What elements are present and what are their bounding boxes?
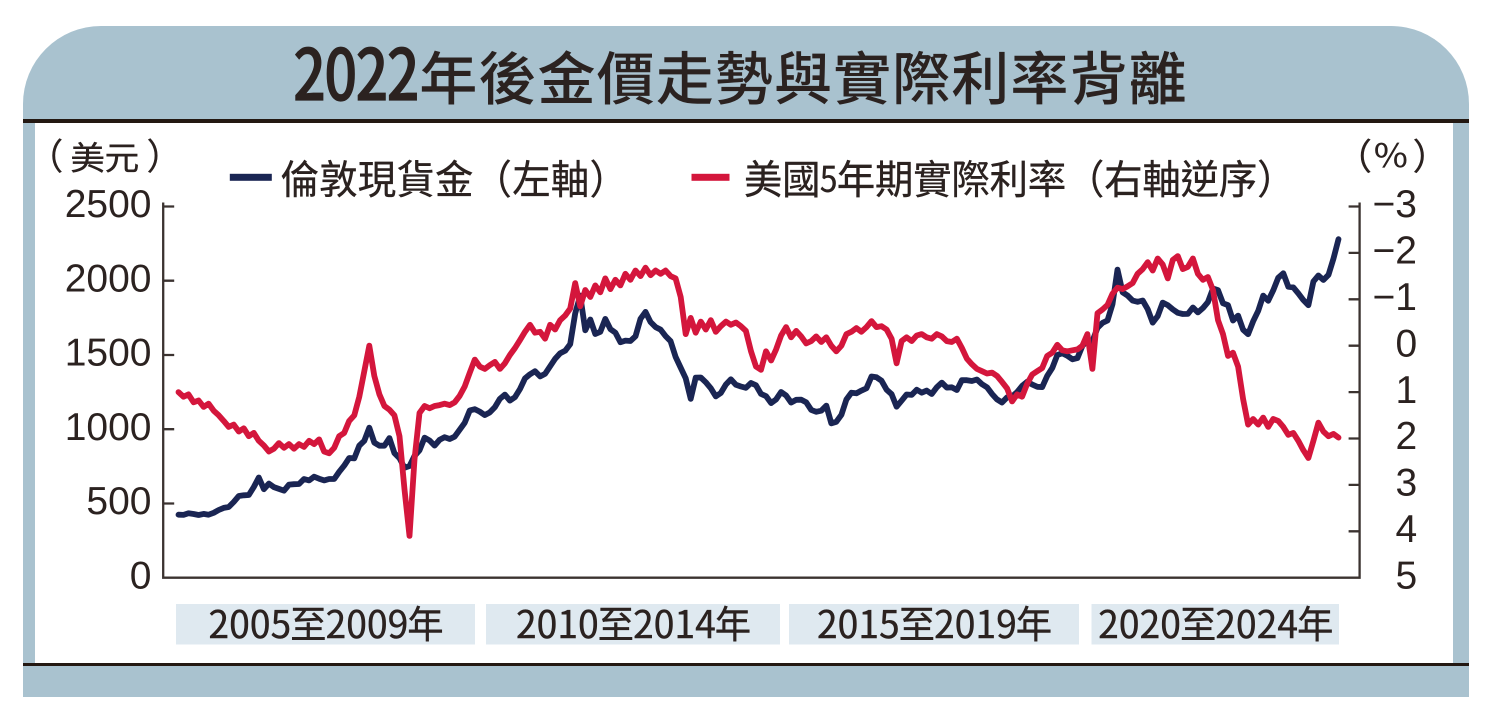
svg-text:1500: 1500 <box>65 332 152 375</box>
svg-text:2500: 2500 <box>65 183 152 226</box>
svg-text:5: 5 <box>1396 554 1418 597</box>
svg-text:−2: −2 <box>1373 230 1417 273</box>
svg-text:0: 0 <box>130 554 152 597</box>
svg-text:0: 0 <box>1396 322 1418 365</box>
svg-text:−1: −1 <box>1373 276 1417 319</box>
svg-text:−3: −3 <box>1373 183 1417 226</box>
svg-text:2000: 2000 <box>65 257 152 300</box>
svg-text:3: 3 <box>1396 462 1418 505</box>
svg-text:4: 4 <box>1396 508 1418 551</box>
svg-text:2: 2 <box>1396 415 1418 458</box>
svg-text:500: 500 <box>86 480 151 523</box>
svg-text:1000: 1000 <box>65 406 152 449</box>
svg-text:1: 1 <box>1396 369 1418 412</box>
